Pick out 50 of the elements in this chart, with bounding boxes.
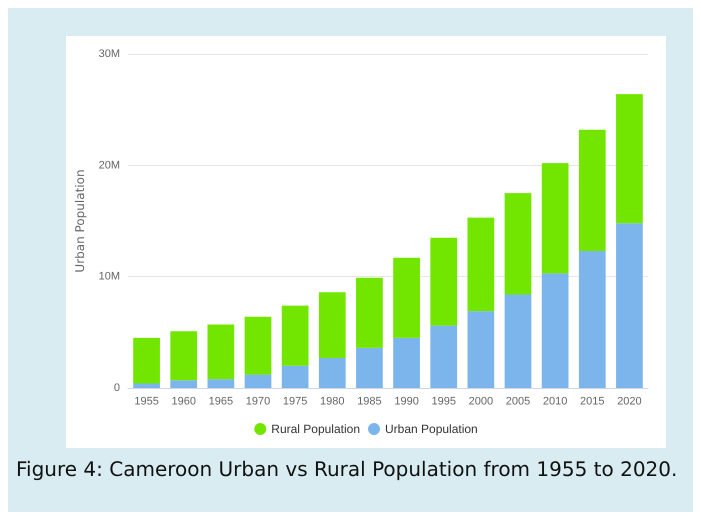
y-tick-label: 20M	[98, 159, 120, 172]
bar	[133, 384, 160, 388]
bar	[318, 292, 346, 358]
bar	[504, 294, 532, 388]
x-tick-label: 1965	[208, 396, 234, 408]
bar	[170, 380, 198, 388]
bar	[393, 258, 420, 338]
x-tick-label: 1970	[246, 396, 270, 408]
caption: Figure 4: Cameroon Urban vs Rural Population from 1955 to 2020.	[16, 456, 678, 482]
y-tick-label: 0	[114, 382, 120, 394]
x-tick-label: 1975	[282, 396, 308, 408]
bar	[393, 338, 420, 388]
y-tick-label: 10M	[98, 270, 120, 283]
bar	[318, 358, 346, 388]
x-tick-label: 1960	[171, 396, 196, 408]
bar	[356, 278, 383, 348]
x-tick-label: 2015	[580, 396, 605, 408]
bar	[467, 311, 494, 388]
bar	[616, 94, 643, 224]
x-tick-label: 1955	[134, 396, 159, 408]
legend-label: Rural Population	[271, 422, 360, 436]
bar	[578, 130, 606, 252]
bar	[244, 374, 272, 388]
bar	[207, 324, 234, 380]
x-tick-label: 1985	[357, 396, 382, 408]
x-tick-label: 1995	[431, 396, 456, 408]
x-tick-label: 1980	[320, 396, 345, 408]
bar	[133, 338, 160, 384]
bar	[578, 251, 606, 388]
legend-label: Urban Population	[384, 422, 478, 436]
bar	[430, 238, 458, 326]
bar	[430, 326, 458, 388]
bar	[207, 379, 234, 388]
bar	[244, 316, 272, 375]
bar	[170, 331, 198, 380]
bar	[504, 193, 532, 294]
x-tick-label: 2005	[506, 396, 530, 408]
x-tick-label: 2020	[617, 396, 642, 408]
bar	[356, 348, 383, 388]
bar	[542, 163, 569, 274]
bar	[467, 218, 494, 312]
bar	[282, 366, 309, 388]
bar	[616, 223, 643, 388]
x-tick-label: 1990	[394, 396, 419, 408]
bar	[542, 273, 569, 388]
x-tick-label: 2010	[542, 396, 568, 408]
y-axis-title: Urban Population	[73, 169, 87, 273]
y-tick-label: 30M	[98, 48, 120, 60]
bar	[282, 306, 309, 366]
x-tick-label: 2000	[468, 396, 494, 408]
